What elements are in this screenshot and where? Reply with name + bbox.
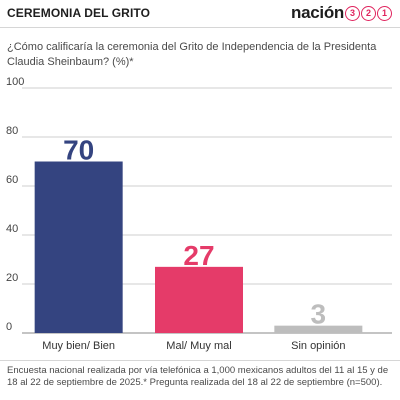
- y-tick-label-40: 40: [6, 223, 18, 235]
- y-tick-label-20: 20: [6, 272, 18, 284]
- bar-2: [274, 325, 363, 333]
- brand-digit-1: 1: [377, 5, 392, 21]
- footnote: Encuesta nacional realizada por vía tele…: [7, 365, 389, 388]
- header: CEREMONIA DEL GRITO nación 3 2 1: [0, 0, 400, 26]
- x-tick-label-1: Mal/ Muy mal: [166, 340, 231, 352]
- brand-word: nación: [291, 3, 344, 22]
- brand-digit-3: 3: [345, 5, 360, 21]
- bar-value-label-2: 3: [311, 299, 327, 330]
- header-title: CEREMONIA DEL GRITO: [7, 6, 151, 20]
- bar-1: [155, 266, 243, 333]
- y-tick-label-0: 0: [6, 321, 12, 333]
- y-tick-label-60: 60: [6, 174, 18, 186]
- y-tick-label-80: 80: [6, 125, 18, 137]
- x-tick-label-0: Muy bien/ Bien: [42, 340, 115, 352]
- header-divider: [0, 27, 400, 28]
- chart-question: ¿Cómo calificaría la ceremonia del Grito…: [7, 41, 377, 68]
- bar-value-label-1: 27: [183, 240, 214, 271]
- bar-0: [34, 161, 123, 333]
- y-tick-label-100: 100: [6, 76, 24, 88]
- footnote-divider: [0, 360, 400, 361]
- brand-logo: nación 3 2 1: [291, 3, 392, 23]
- brand-digit-2: 2: [361, 5, 376, 21]
- x-tick-label-2: Sin opinión: [291, 340, 345, 352]
- bar-value-label-0: 70: [63, 135, 94, 166]
